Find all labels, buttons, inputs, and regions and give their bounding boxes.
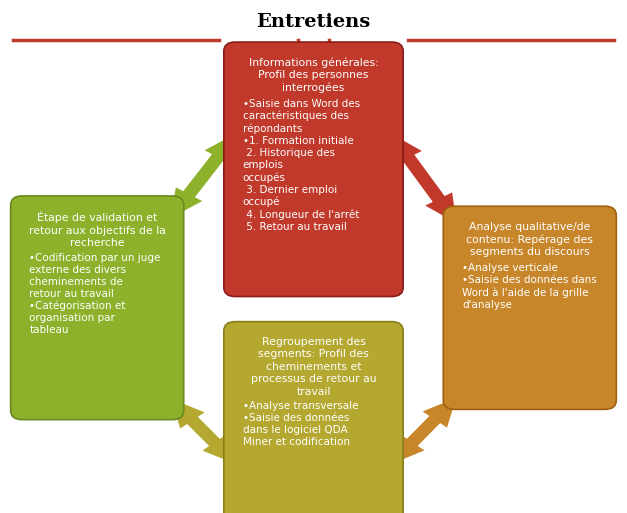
Text: Informations générales:
Profil des personnes
interrogées: Informations générales: Profil des perso… [249, 57, 378, 93]
Polygon shape [391, 133, 456, 223]
Text: •Analyse transversale
•Saisie des données
dans le logiciel QDA
Miner et codifica: •Analyse transversale •Saisie des donnée… [243, 401, 358, 447]
Text: Regroupement des
segments: Profil des
cheminements et
processus de retour au
tra: Regroupement des segments: Profil des ch… [251, 337, 376, 397]
Text: •Analyse verticale
•Saisie des données dans
Word à l'aide de la grille
d'analyse: •Analyse verticale •Saisie des données d… [462, 263, 597, 309]
Text: •Saisie dans Word des
caractéristiques des
répondants
•1. Formation initiale
 2.: •Saisie dans Word des caractéristiques d… [243, 99, 360, 232]
Text: •Codification par un juge
externe des divers
cheminements de
retour au travail
•: •Codification par un juge externe des di… [29, 253, 161, 336]
FancyBboxPatch shape [443, 206, 616, 409]
Text: Analyse qualitative/de
contenu: Repérage des
segments du discours: Analyse qualitative/de contenu: Repérage… [466, 222, 593, 257]
Polygon shape [171, 399, 236, 464]
FancyBboxPatch shape [224, 42, 403, 297]
Polygon shape [391, 398, 456, 464]
Text: Étape de validation et
retour aux objectifs de la
recherche: Étape de validation et retour aux object… [29, 211, 166, 248]
FancyBboxPatch shape [11, 196, 184, 420]
Polygon shape [171, 133, 236, 218]
Text: Entretiens: Entretiens [256, 13, 371, 31]
FancyBboxPatch shape [224, 322, 403, 513]
